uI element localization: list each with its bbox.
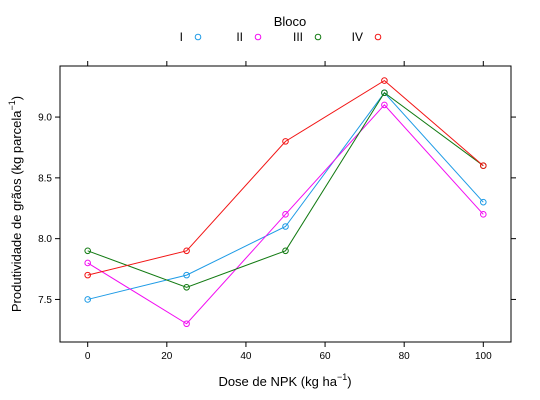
y-tick-label: 9.0 xyxy=(38,113,52,124)
x-tick-label: 60 xyxy=(319,351,331,362)
x-tick-label: 100 xyxy=(475,351,492,362)
legend-marker xyxy=(194,33,202,41)
data-point xyxy=(84,247,91,255)
legend-entries: I II III IV xyxy=(180,30,382,44)
series-I xyxy=(84,89,487,303)
legend-label: IV xyxy=(352,30,363,44)
data-point xyxy=(282,138,289,145)
series-line xyxy=(87,104,484,325)
legend-item-IV: IV xyxy=(352,30,382,44)
legend-label: I xyxy=(180,30,183,44)
legend: Bloco I II III IV xyxy=(180,14,382,44)
series-IV xyxy=(84,77,487,279)
y-axis: 7.5 8.0 8.5 9.0 xyxy=(38,113,516,306)
data-point xyxy=(84,296,91,303)
legend-marker xyxy=(314,33,322,41)
x-axis: 0 20 40 60 80 100 xyxy=(85,61,492,362)
series-line xyxy=(87,91,484,300)
y-axis-title-end: ) xyxy=(9,96,24,100)
y-tick-label: 7.5 xyxy=(38,295,52,306)
data-point xyxy=(381,77,388,84)
y-axis-title-sup: −1 xyxy=(7,100,17,110)
data-point xyxy=(480,198,487,206)
x-axis-title-main: Dose de NPK (kg ha xyxy=(218,374,337,389)
data-point xyxy=(183,320,190,328)
series-line xyxy=(87,79,484,276)
x-tick-label: 0 xyxy=(85,351,91,362)
x-axis-title-sup: −1 xyxy=(337,372,347,382)
y-tick-label: 8.0 xyxy=(38,234,52,245)
y-axis-title-main: Produtividade de grãos (kg parcela xyxy=(9,110,24,312)
data-point xyxy=(84,271,91,279)
data-point xyxy=(480,211,487,218)
legend-marker xyxy=(254,33,262,41)
y-tick-label: 8.5 xyxy=(38,173,52,184)
data-point xyxy=(480,162,487,170)
plot-frame xyxy=(59,65,512,343)
data-point xyxy=(282,247,289,255)
series-layer xyxy=(84,77,487,328)
x-tick-label: 40 xyxy=(240,351,252,362)
x-tick-label: 20 xyxy=(161,351,173,362)
y-axis-title: Produtividade de grãos (kg parcela−1) xyxy=(7,96,24,312)
legend-item-II: II xyxy=(236,30,262,44)
legend-label: II xyxy=(236,30,243,44)
legend-item-I: I xyxy=(180,30,202,44)
legend-title: Bloco xyxy=(274,14,307,29)
plot-area: 0 20 40 60 80 100 7.5 8.0 8.5 9.0 xyxy=(38,61,516,362)
series-III xyxy=(84,89,487,291)
x-tick-label: 80 xyxy=(399,351,411,362)
x-axis-title-end: ) xyxy=(347,374,351,389)
series-line xyxy=(87,92,484,288)
x-axis-title: Dose de NPK (kg ha−1) xyxy=(218,372,351,389)
data-point xyxy=(282,211,289,218)
data-point xyxy=(282,223,289,230)
series-II xyxy=(84,101,487,328)
data-point xyxy=(183,247,190,255)
legend-label: III xyxy=(293,30,303,44)
data-point xyxy=(381,101,388,109)
data-point xyxy=(84,259,91,267)
data-point xyxy=(183,283,190,291)
data-point xyxy=(183,271,190,279)
legend-marker xyxy=(374,33,382,41)
data-point xyxy=(381,89,388,97)
legend-item-III: III xyxy=(293,30,322,44)
